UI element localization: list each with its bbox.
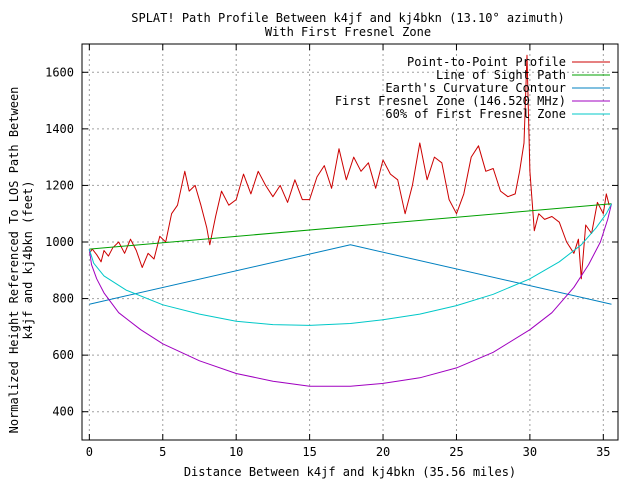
series-point-to-point-profile	[88, 54, 610, 280]
y-tick-label: 1000	[45, 235, 74, 249]
y-axis-label-line2: k4jf and kj4bkn (feet)	[21, 181, 35, 340]
y-tick-label: 1200	[45, 178, 74, 192]
y-tick-label: 600	[52, 348, 74, 362]
y-tick-label: 400	[52, 405, 74, 419]
x-tick-label: 5	[159, 445, 166, 459]
chart-subtitle: With First Fresnel Zone	[265, 25, 431, 39]
series-first-fresnel-zone-146-520-mhz	[88, 203, 612, 387]
series-earth-s-curvature-contour	[89, 244, 612, 305]
series-line-of-sight-path	[89, 203, 612, 250]
y-tick-label: 1600	[45, 65, 74, 79]
x-tick-label: 0	[86, 445, 93, 459]
legend-label: Line of Sight Path	[436, 68, 566, 82]
grid	[82, 44, 618, 440]
x-tick-label: 10	[229, 445, 243, 459]
series-lines	[88, 54, 612, 387]
x-axis-label: Distance Between k4jf and kj4bkn (35.56 …	[184, 465, 516, 479]
legend-label: Earth's Curvature Contour	[385, 81, 566, 95]
legend-label: 60% of First Fresnel Zone	[385, 107, 566, 121]
x-tick-label: 30	[523, 445, 537, 459]
x-tick-label: 20	[376, 445, 390, 459]
y-axis-label-line1: Normalized Height Referenced To LOS Path…	[7, 87, 21, 434]
y-tick-label: 800	[52, 292, 74, 306]
series-60-of-first-fresnel-zone	[88, 203, 612, 326]
chart-title: SPLAT! Path Profile Between k4jf and kj4…	[131, 11, 564, 25]
legend-label: Point-to-Point Profile	[407, 55, 566, 69]
x-tick-label: 15	[302, 445, 316, 459]
y-tick-label: 1400	[45, 122, 74, 136]
x-tick-label: 35	[596, 445, 610, 459]
axis-ticks: 0 5 10 15 20 25 30 35 400 600 800 1000 1200 1400 1600	[45, 44, 618, 459]
x-tick-label: 25	[449, 445, 463, 459]
legend-label: First Fresnel Zone (146.520 MHz)	[335, 94, 566, 108]
